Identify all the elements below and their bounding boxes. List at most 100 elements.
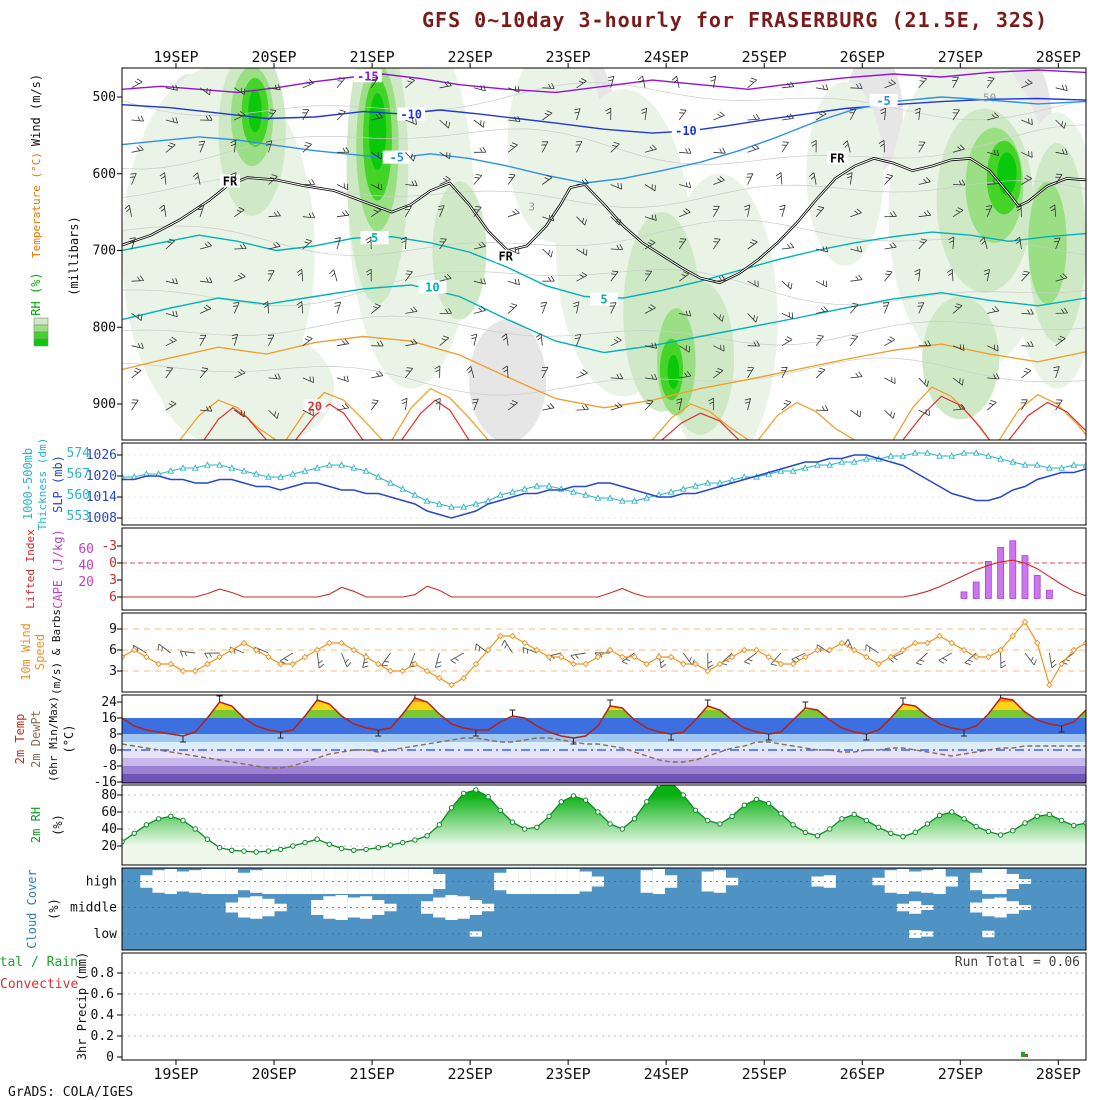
svg-text:0.6: 0.6 — [91, 987, 114, 1002]
svg-text:800: 800 — [93, 320, 116, 335]
svg-text:24SEP: 24SEP — [644, 1065, 689, 1083]
svg-text:26SEP: 26SEP — [840, 1065, 885, 1083]
svg-text:27SEP: 27SEP — [938, 48, 983, 66]
svg-text:19SEP: 19SEP — [153, 1065, 198, 1083]
svg-text:1000-500mb: 1000-500mb — [21, 448, 35, 520]
svg-text:900: 900 — [93, 397, 116, 412]
svg-text:560: 560 — [67, 488, 90, 503]
svg-text:3: 3 — [109, 664, 117, 679]
svg-text:28SEP: 28SEP — [1036, 1065, 1081, 1083]
svg-text:1026: 1026 — [86, 448, 117, 463]
svg-text:5: 5 — [371, 231, 378, 245]
svg-text:10m Wind: 10m Wind — [19, 623, 33, 681]
svg-text:20: 20 — [78, 575, 94, 590]
svg-text:21SEP: 21SEP — [349, 48, 394, 66]
svg-text:16: 16 — [101, 711, 117, 726]
svg-text:3hr Precip (mm): 3hr Precip (mm) — [75, 952, 89, 1060]
left-axis-labels: Wind (m/s) Temperature (°C) RH (%) (milliba… — [0, 74, 89, 1060]
svg-text:50: 50 — [983, 92, 996, 105]
svg-text:24: 24 — [101, 695, 117, 710]
svg-text:60: 60 — [101, 805, 117, 820]
svg-text:10: 10 — [425, 280, 439, 294]
svg-text:SLP (mb): SLP (mb) — [51, 455, 65, 513]
svg-text:0: 0 — [106, 1050, 114, 1065]
svg-text:(m/s) & Barbs: (m/s) & Barbs — [50, 609, 63, 695]
rh-legend-colorbar — [33, 317, 49, 347]
y-axis-labels: 5006007008009001026102010141008574567560… — [67, 90, 122, 1065]
svg-text:60: 60 — [78, 542, 94, 557]
svg-text:Speed: Speed — [33, 634, 47, 670]
svg-text:0.4: 0.4 — [91, 1008, 115, 1023]
svg-text:-10: -10 — [400, 108, 422, 122]
svg-text:1020: 1020 — [86, 469, 117, 484]
svg-text:23SEP: 23SEP — [546, 1065, 591, 1083]
svg-text:(millibars): (millibars) — [67, 216, 81, 295]
svg-text:26SEP: 26SEP — [840, 48, 885, 66]
temp-dewpt-panel — [122, 695, 1086, 783]
svg-text:553: 553 — [67, 509, 90, 524]
svg-text:1008: 1008 — [86, 511, 117, 526]
svg-text:2m Temp: 2m Temp — [13, 714, 27, 765]
svg-text:(%): (%) — [51, 814, 65, 836]
svg-text:-10: -10 — [675, 124, 697, 138]
svg-text:22SEP: 22SEP — [448, 1065, 493, 1083]
rh2m-panel — [122, 785, 1086, 865]
svg-text:FR: FR — [830, 151, 845, 165]
upper-air-wind-barbs — [124, 75, 1068, 419]
svg-text:high: high — [86, 875, 117, 890]
svg-text:FR: FR — [498, 250, 513, 264]
svg-text:40: 40 — [101, 822, 117, 837]
svg-text:80: 80 — [101, 788, 117, 803]
svg-text:Thickness (dm): Thickness (dm) — [36, 438, 49, 531]
svg-text:19SEP: 19SEP — [153, 48, 198, 66]
svg-text:-8: -8 — [101, 759, 117, 774]
svg-text:20SEP: 20SEP — [251, 1065, 296, 1083]
freezing-level-line: FR FR FR — [122, 151, 1086, 285]
svg-text:Convective: Convective — [0, 977, 78, 992]
run-total-label: Run Total = 0.06 — [955, 955, 1080, 970]
credit-text: GrADS: COLA/IGES — [8, 1085, 133, 1100]
svg-text:FR: FR — [223, 174, 238, 188]
svg-text:-5: -5 — [390, 151, 404, 165]
svg-text:23SEP: 23SEP — [546, 48, 591, 66]
svg-text:20SEP: 20SEP — [251, 48, 296, 66]
svg-text:3: 3 — [528, 201, 535, 214]
svg-text:2m DewPt: 2m DewPt — [29, 710, 43, 768]
svg-text:9: 9 — [109, 622, 117, 637]
svg-text:27SEP: 27SEP — [938, 1065, 983, 1083]
wind10m-panel — [122, 618, 1086, 689]
x-axis-top: 19SEP 20SEP 21SEP 22SEP 23SEP 24SEP 25SEP 26SEP… — [153, 48, 1081, 68]
svg-text:8: 8 — [109, 727, 117, 742]
svg-text:middle: middle — [70, 901, 117, 916]
svg-text:-15: -15 — [357, 69, 379, 83]
svg-text:574: 574 — [67, 446, 91, 461]
li-cape-panel — [122, 540, 1086, 599]
svg-text:1014: 1014 — [86, 490, 117, 505]
cloud-cover-panel — [122, 868, 1086, 950]
precip-panel — [122, 972, 1086, 1057]
svg-text:28SEP: 28SEP — [1036, 48, 1081, 66]
svg-text:0: 0 — [109, 743, 117, 758]
svg-text:Wind (m/s): Wind (m/s) — [29, 74, 43, 146]
svg-text:Temperature (°C): Temperature (°C) — [30, 152, 43, 258]
svg-text:6: 6 — [109, 590, 117, 605]
svg-text:(%): (%) — [47, 898, 61, 920]
svg-text:(6hr Min/Max): (6hr Min/Max) — [47, 696, 60, 782]
svg-text:600: 600 — [93, 167, 116, 182]
svg-text:-16: -16 — [94, 775, 117, 790]
svg-text:25SEP: 25SEP — [742, 1065, 787, 1083]
svg-text:3: 3 — [109, 573, 117, 588]
svg-text:CAPE (J/kg): CAPE (J/kg) — [51, 529, 65, 608]
chart-layers: 503-15-10-10-5-5551020FRFRFR500600700800… — [0, 48, 1087, 1083]
svg-text:40: 40 — [78, 559, 94, 574]
svg-text:5: 5 — [600, 293, 607, 307]
svg-text:20: 20 — [101, 839, 117, 854]
svg-text:-5: -5 — [876, 94, 890, 108]
svg-text:0.2: 0.2 — [91, 1029, 114, 1044]
svg-text:Total / Rain: Total / Rain — [0, 955, 78, 970]
svg-text:500: 500 — [93, 90, 116, 105]
svg-text:20: 20 — [308, 399, 322, 413]
svg-text:Cloud Cover: Cloud Cover — [25, 869, 39, 948]
